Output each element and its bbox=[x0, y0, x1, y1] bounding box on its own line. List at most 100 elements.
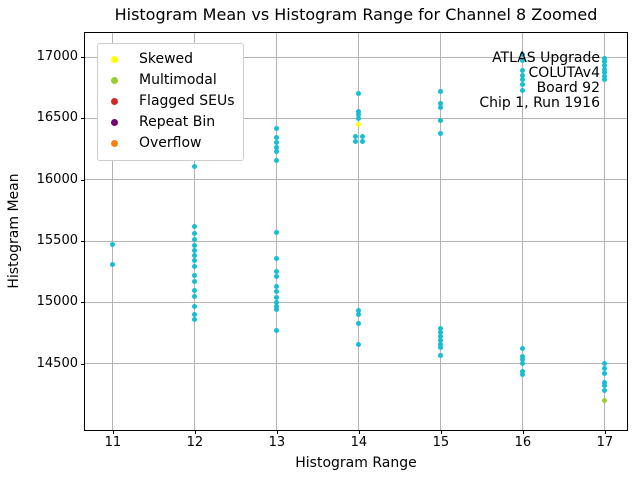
x-gridline bbox=[358, 33, 360, 430]
scatter-point bbox=[192, 248, 198, 254]
annotation-line: Board 92 bbox=[536, 80, 600, 96]
scatter-point bbox=[438, 337, 444, 343]
scatter-point bbox=[520, 361, 526, 367]
scatter-point bbox=[520, 357, 526, 363]
x-tick-mark bbox=[604, 430, 606, 434]
x-gridline bbox=[522, 33, 524, 430]
scatter-point bbox=[602, 70, 608, 76]
scatter-point bbox=[602, 59, 608, 65]
scatter-point bbox=[192, 231, 198, 237]
legend-entry: Multimodal bbox=[98, 70, 243, 91]
y-tick-mark bbox=[81, 57, 85, 59]
y-gridline bbox=[85, 56, 627, 58]
scatter-points-layer bbox=[85, 33, 627, 430]
x-tick-label: 14 bbox=[350, 435, 368, 450]
scatter-point bbox=[359, 139, 365, 145]
y-axis-label: Histogram Mean bbox=[6, 173, 22, 289]
legend-marker-icon bbox=[111, 56, 118, 63]
scatter-point bbox=[520, 368, 526, 374]
scatter-point bbox=[356, 312, 362, 318]
y-tick-mark bbox=[81, 363, 85, 365]
scatter-point bbox=[192, 163, 198, 169]
x-tick-mark bbox=[522, 430, 524, 434]
scatter-point bbox=[192, 287, 198, 293]
legend-label: Multimodal bbox=[139, 72, 217, 88]
scatter-point bbox=[274, 148, 280, 154]
scatter-point bbox=[274, 125, 280, 131]
x-tick-mark bbox=[194, 430, 196, 434]
scatter-point bbox=[274, 303, 280, 309]
scatter-point bbox=[438, 341, 444, 347]
scatter-point bbox=[274, 135, 280, 141]
scatter-point bbox=[274, 283, 280, 289]
legend-marker-icon bbox=[111, 77, 118, 84]
scatter-point bbox=[602, 370, 608, 376]
x-gridline bbox=[112, 33, 114, 430]
scatter-point bbox=[602, 66, 608, 72]
scatter-point bbox=[356, 91, 362, 97]
scatter-point bbox=[520, 58, 526, 64]
scatter-point bbox=[520, 372, 526, 378]
scatter-point bbox=[274, 294, 280, 300]
y-tick-mark bbox=[81, 302, 85, 304]
scatter-point bbox=[438, 330, 444, 336]
x-axis-label: Histogram Range bbox=[295, 455, 417, 471]
scatter-point bbox=[356, 112, 362, 118]
scatter-point bbox=[274, 140, 280, 146]
legend-label: Flagged SEUs bbox=[139, 93, 235, 109]
scatter-point bbox=[274, 307, 280, 313]
scatter-point bbox=[110, 242, 116, 248]
y-tick-mark bbox=[81, 118, 85, 120]
scatter-point bbox=[192, 243, 198, 249]
y-tick-label: 16000 bbox=[36, 171, 78, 187]
legend-marker-icon bbox=[111, 98, 118, 105]
scatter-point bbox=[356, 341, 362, 347]
scatter-point bbox=[602, 76, 608, 82]
annotation: ATLAS Upgrade COLUTAv4 Board 92 Chip 1, … bbox=[479, 51, 600, 111]
legend-entry: Overflow bbox=[98, 133, 243, 154]
y-tick-label: 15500 bbox=[36, 233, 78, 248]
y-gridline bbox=[85, 117, 627, 119]
scatter-point bbox=[356, 320, 362, 326]
y-gridline bbox=[85, 179, 627, 181]
scatter-point bbox=[274, 145, 280, 151]
scatter-point bbox=[520, 87, 526, 93]
x-tick-label: 11 bbox=[104, 435, 122, 450]
scatter-point bbox=[520, 72, 526, 78]
legend-entry: Skewed bbox=[98, 49, 243, 70]
chart-title: Histogram Mean vs Histogram Range for Ch… bbox=[114, 5, 598, 24]
y-tick-mark bbox=[81, 241, 85, 242]
scatter-point bbox=[274, 274, 280, 280]
scatter-point bbox=[274, 269, 280, 275]
y-tick-mark bbox=[81, 179, 85, 181]
scatter-point bbox=[602, 397, 608, 403]
scatter-point bbox=[602, 55, 608, 61]
scatter-point bbox=[353, 139, 359, 145]
x-tick-mark bbox=[440, 430, 442, 434]
y-gridline bbox=[85, 301, 627, 303]
scatter-point bbox=[602, 379, 608, 385]
legend-entry: Repeat Bin bbox=[98, 112, 243, 133]
x-gridline bbox=[440, 33, 442, 430]
scatter-point bbox=[356, 115, 362, 121]
scatter-point bbox=[192, 253, 198, 259]
x-tick-label: 16 bbox=[514, 435, 532, 450]
scatter-point bbox=[192, 223, 198, 229]
scatter-point bbox=[438, 352, 444, 358]
scatter-point bbox=[192, 312, 198, 318]
scatter-point bbox=[520, 346, 526, 352]
scatter-point bbox=[438, 325, 444, 331]
legend-label: Overflow bbox=[139, 135, 202, 151]
scatter-point bbox=[438, 88, 444, 94]
scatter-point bbox=[602, 63, 608, 69]
x-tick-label: 17 bbox=[596, 435, 614, 450]
scatter-point bbox=[110, 261, 116, 267]
x-gridline bbox=[604, 33, 606, 430]
scatter-point bbox=[602, 388, 608, 394]
scatter-point bbox=[602, 366, 608, 372]
scatter-point bbox=[192, 293, 198, 299]
scatter-point bbox=[520, 81, 526, 87]
scatter-point bbox=[192, 316, 198, 322]
y-tick-label: 14500 bbox=[36, 355, 78, 371]
scatter-point bbox=[520, 68, 526, 74]
